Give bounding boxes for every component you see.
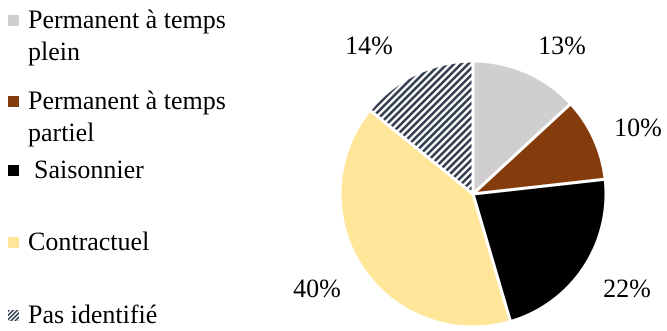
legend-swatch-permanent-temps-partiel [8,96,19,107]
pie-slices [338,59,608,329]
value-label-permanent-temps-partiel: 10% [614,113,662,142]
legend-swatch-permanent-temps-plein [8,15,19,26]
pie-slice-permanent-temps-plein [471,59,573,196]
legend-swatch-contractuel [8,237,19,248]
legend-label: Saisonnier [34,155,144,184]
pie-slice-pas-identifie [368,59,475,196]
pie-value-labels: 13% 10% 22% 40% 14% [293,31,662,303]
pie-slice-saisonnier [471,177,608,324]
legend-item-permanent-temps-partiel: Permanent à temps partiel [8,85,278,149]
legend-item-saisonnier: Saisonnier [8,154,284,186]
chart-legend: Permanent à temps plein Permanent à temp… [0,0,290,331]
value-label-contractuel: 40% [293,274,341,303]
legend-swatch-pas-identifie [8,310,19,321]
pie-slice-permanent-temps-partiel [471,102,607,196]
pie-slice-contractuel [338,108,512,329]
value-label-pas-identifie: 14% [345,31,393,60]
legend-item-permanent-temps-plein: Permanent à temps plein [8,4,278,68]
value-label-permanent-temps-plein: 13% [538,31,586,60]
legend-label: Permanent à temps plein [28,5,226,66]
value-label-saisonnier: 22% [603,274,651,303]
legend-label: Permanent à temps partiel [28,86,226,147]
legend-item-contractuel: Contractuel [8,226,278,258]
legend-label: Pas identifié [28,300,158,329]
legend-label: Contractuel [28,227,150,256]
legend-swatch-saisonnier [8,165,19,176]
legend-item-pas-identifie: Pas identifié [8,299,278,331]
